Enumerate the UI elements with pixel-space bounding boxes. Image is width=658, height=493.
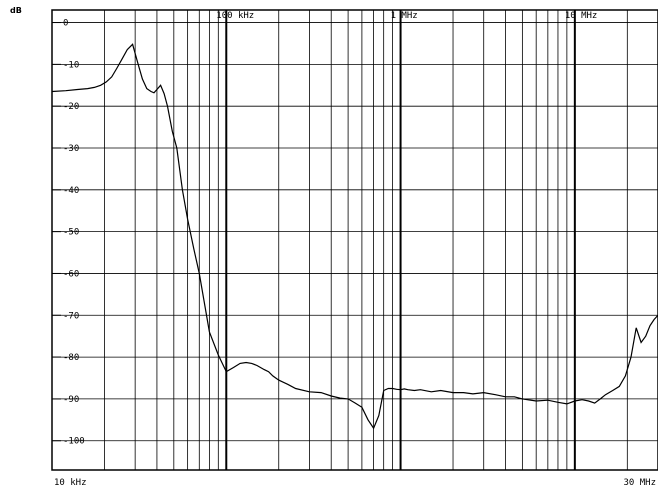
y-tick-label: -80 bbox=[63, 353, 79, 363]
y-tick-label: -40 bbox=[63, 186, 79, 196]
y-tick-label: 0 bbox=[63, 19, 68, 29]
y-tick-label: -30 bbox=[63, 144, 79, 154]
x-tick-label: 1 MHz bbox=[391, 11, 418, 21]
response-curve-series bbox=[51, 43, 658, 430]
y-tick-label: -70 bbox=[63, 311, 79, 321]
y-tick-label: -10 bbox=[63, 60, 79, 70]
x-tick-label: 10 kHz bbox=[54, 478, 87, 488]
x-axis-tick-labels: 10 kHz 100 kHz 1 MHz 10 MHz 30 MHz bbox=[54, 11, 656, 488]
plot-frame bbox=[51, 9, 658, 471]
y-tick-label: -20 bbox=[63, 102, 79, 112]
x-tick-label: 100 kHz bbox=[216, 11, 254, 21]
y-tick-label: -60 bbox=[63, 269, 79, 279]
y-tick-label: -100 bbox=[63, 437, 85, 447]
y-tick-label: -90 bbox=[63, 395, 79, 405]
horizontal-grid bbox=[52, 22, 658, 442]
y-axis-tick-labels: 0 -10 -20 -30 -40 -50 -60 -70 -80 -90 -100 bbox=[63, 19, 85, 447]
y-axis-unit-label: dB bbox=[10, 6, 22, 15]
x-tick-label: 10 MHz bbox=[565, 11, 598, 21]
vertical-grid bbox=[104, 10, 658, 470]
x-tick-label: 30 MHz bbox=[623, 478, 656, 488]
y-tick-label: -50 bbox=[63, 228, 79, 238]
